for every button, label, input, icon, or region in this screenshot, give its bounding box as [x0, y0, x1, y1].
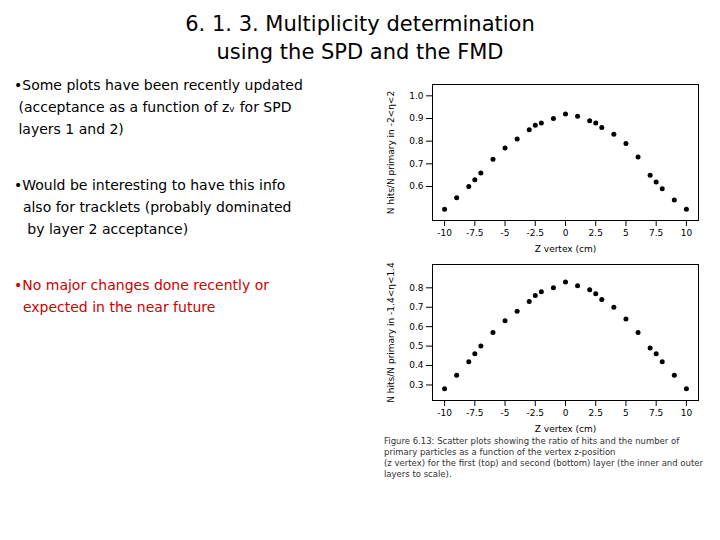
svg-text:5: 5 — [623, 228, 629, 238]
html-text:•Some plots have been recently: •Some plots have been recently updated — [14, 77, 303, 93]
svg-text:-2.5: -2.5 — [526, 408, 544, 418]
svg-text:10: 10 — [681, 408, 693, 418]
svg-text:Z vertex (cm): Z vertex (cm) — [535, 424, 596, 434]
svg-text:0.7: 0.7 — [409, 159, 423, 169]
html-text:6. 1. 3. Multiplicity determin: 6. 1. 3. Multiplicity determination — [185, 12, 535, 36]
svg-text:0.4: 0.4 — [409, 360, 424, 370]
html-text:also for tracklets (probably d: also for tracklets (probably dominated — [14, 199, 292, 215]
html-text:using the SPD and the FMD: using the SPD and the FMD — [216, 40, 504, 64]
html-text:Figure 6.13: Scatter plots sho: Figure 6.13: Scatter plots showing the r… — [384, 436, 706, 479]
svg-text:5: 5 — [623, 408, 629, 418]
html-text:•No major changes done recentl: •No major changes done recently or — [14, 277, 269, 293]
svg-text:-5: -5 — [501, 228, 510, 238]
svg-text:7.5: 7.5 — [649, 228, 663, 238]
svg-text:0.8: 0.8 — [409, 283, 424, 293]
svg-text:0.9: 0.9 — [409, 113, 424, 123]
html-text:(acceptance as a function of z: (acceptance as a function of zᵥ for SPD — [14, 99, 292, 115]
svg-text:N hits/N primary in -2<η<2: N hits/N primary in -2<η<2 — [386, 91, 396, 214]
svg-text:N hits/N primary in -1.4<η<1.4: N hits/N primary in -1.4<η<1.4 — [386, 262, 396, 403]
svg-text:7.5: 7.5 — [649, 408, 663, 418]
svg-text:-2.5: -2.5 — [526, 228, 544, 238]
html-text:expected in the near future: expected in the near future — [14, 299, 216, 315]
svg-text:-5: -5 — [501, 408, 510, 418]
svg-text:0.6: 0.6 — [409, 322, 424, 332]
html-text:layers 1 and 2): layers 1 and 2) — [14, 121, 124, 137]
svg-text:2.5: 2.5 — [589, 408, 603, 418]
svg-text:0: 0 — [563, 408, 569, 418]
svg-text:0.3: 0.3 — [409, 380, 423, 390]
svg-text:10: 10 — [681, 228, 693, 238]
svg-text:0: 0 — [563, 228, 569, 238]
svg-text:-7.5: -7.5 — [466, 408, 484, 418]
svg-text:0.5: 0.5 — [409, 341, 423, 351]
svg-text:-7.5: -7.5 — [466, 228, 484, 238]
svg-text:Z vertex (cm): Z vertex (cm) — [535, 244, 596, 254]
svg-text:1.0: 1.0 — [409, 91, 424, 101]
html-text:•Would be interesting to have: •Would be interesting to have this info — [14, 177, 286, 193]
svg-text:-10: -10 — [437, 228, 452, 238]
html-text:by layer 2 acceptance): by layer 2 acceptance) — [14, 221, 189, 237]
svg-text:2.5: 2.5 — [589, 228, 603, 238]
svg-text:0.6: 0.6 — [409, 181, 424, 191]
svg-text:0.8: 0.8 — [409, 136, 424, 146]
svg-text:0.7: 0.7 — [409, 302, 423, 312]
svg-text:-10: -10 — [437, 408, 452, 418]
